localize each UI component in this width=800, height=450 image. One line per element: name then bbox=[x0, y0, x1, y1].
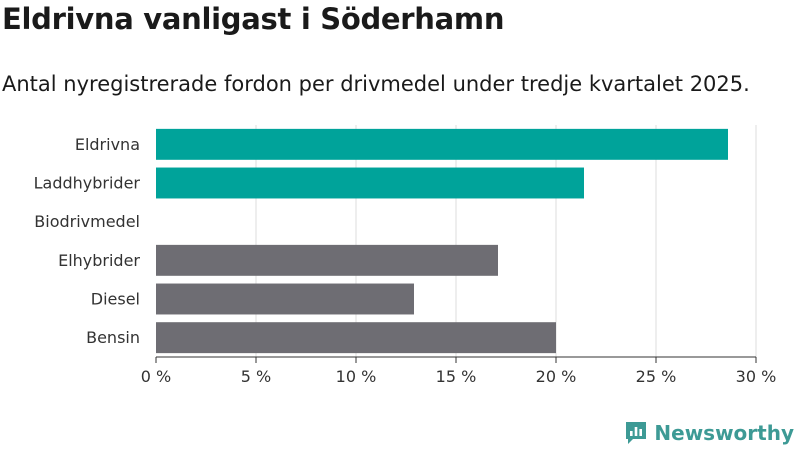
newsworthy-logo-icon bbox=[626, 422, 647, 444]
x-tick-label: 25 % bbox=[636, 367, 677, 386]
category-label: Biodrivmedel bbox=[34, 212, 140, 231]
x-axis: 0 % 5 % 10 % 15 % 20 % 25 % 30 % bbox=[141, 356, 777, 386]
x-tick-label: 30 % bbox=[736, 367, 777, 386]
category-label: Elhybrider bbox=[58, 251, 140, 270]
chart-subtitle: Antal nyregistrerade fordon per drivmede… bbox=[2, 72, 750, 96]
x-tick-label: 15 % bbox=[436, 367, 477, 386]
chart-title: Eldrivna vanligast i Söderhamn bbox=[2, 2, 505, 36]
bar-elhybrider bbox=[156, 244, 498, 276]
category-label: Eldrivna bbox=[75, 135, 140, 154]
x-tick-label: 0 % bbox=[141, 367, 171, 386]
brand-name: Newsworthy bbox=[654, 421, 794, 445]
bar-eldrivna bbox=[156, 128, 728, 160]
bar-laddhybrider bbox=[156, 167, 584, 199]
bars bbox=[156, 128, 728, 354]
category-label: Diesel bbox=[91, 290, 140, 309]
category-label: Bensin bbox=[86, 328, 140, 347]
x-tick-label: 10 % bbox=[336, 367, 377, 386]
bar-bensin bbox=[156, 322, 556, 354]
bar-diesel bbox=[156, 283, 414, 315]
category-label: Laddhybrider bbox=[34, 174, 141, 193]
x-tick-label: 20 % bbox=[536, 367, 577, 386]
gridlines bbox=[255, 125, 757, 357]
x-tick-label: 5 % bbox=[241, 367, 271, 386]
brand-logo: Newsworthy bbox=[624, 420, 794, 446]
category-labels: Eldrivna Laddhybrider Biodrivmedel Elhybrid… bbox=[34, 135, 141, 347]
